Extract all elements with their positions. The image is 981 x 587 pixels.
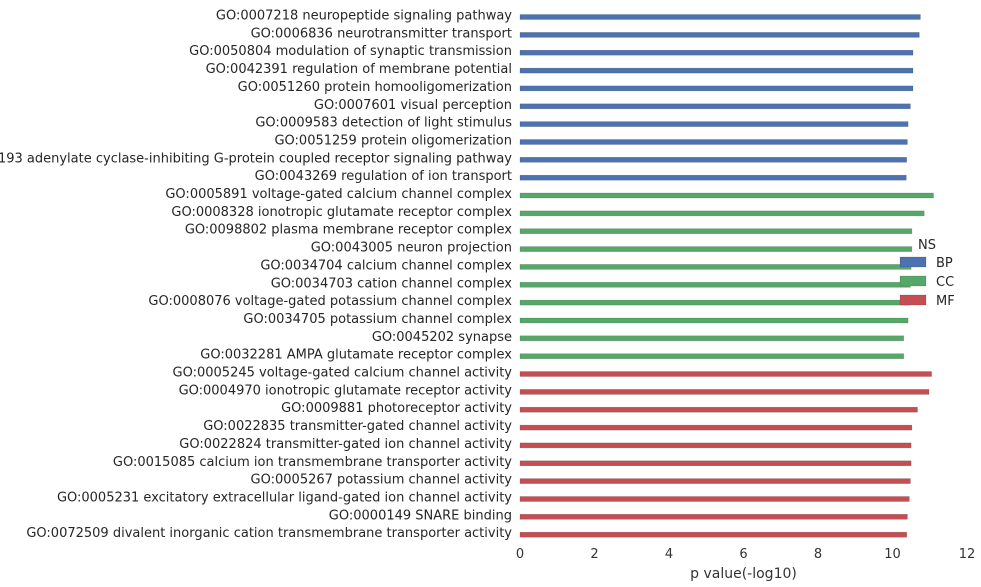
- category-label: GO:0006836 neurotransmitter transport: [251, 26, 512, 41]
- category-label: GO:0005267 potassium channel activity: [251, 473, 513, 488]
- legend-title: NS: [918, 238, 936, 253]
- category-label: GO:0032281 AMPA glutamate receptor compl…: [200, 348, 512, 363]
- legend: NS BP CC MF: [899, 238, 955, 309]
- category-labels: GO:0007218 neuropeptide signaling pathwa…: [0, 9, 512, 542]
- x-tick-label: 2: [590, 547, 598, 562]
- category-label: GO:0034704 calcium channel complex: [260, 258, 512, 273]
- category-label: GO:0015085 calcium ion transmembrane tra…: [113, 455, 512, 470]
- legend-swatch-mf: [899, 294, 927, 306]
- bar-bp: [519, 121, 909, 127]
- legend-label-bp: BP: [936, 256, 953, 271]
- bar-cc: [519, 246, 913, 252]
- category-label: GO:0005231 excitatory extracellular liga…: [57, 491, 512, 506]
- category-label: GO:0007218 neuropeptide signaling pathwa…: [216, 9, 512, 24]
- x-axis-title: p value(-log10): [690, 566, 797, 582]
- category-label: GO:0009881 photoreceptor activity: [281, 401, 512, 416]
- bar-bp: [519, 85, 914, 92]
- bar-mf: [519, 496, 910, 502]
- category-label: GO:0043269 regulation of ion transport: [255, 169, 512, 184]
- x-tick-label: 12: [959, 547, 976, 562]
- category-label: GO:0051260 protein homooligomerization: [238, 80, 512, 95]
- bars-layer: [519, 14, 934, 538]
- category-label: GO:0022835 transmitter-gated channel act…: [203, 419, 512, 434]
- category-label: GO:0042391 regulation of membrane potent…: [206, 62, 512, 77]
- category-label: GO:0098802 plasma membrane receptor comp…: [185, 223, 512, 238]
- bar-cc: [519, 353, 904, 359]
- category-label: GO:0008076 voltage-gated potassium chann…: [148, 294, 512, 309]
- category-label: GO:0022824 transmitter-gated ion channel…: [179, 437, 512, 452]
- bar-mf: [519, 531, 907, 538]
- bar-mf: [519, 424, 913, 431]
- x-tick-label: 8: [814, 547, 822, 562]
- category-label: GO:0043005 neuron projection: [311, 241, 512, 256]
- bar-bp: [519, 174, 907, 181]
- category-label: GO:0000149 SNARE binding: [329, 508, 512, 523]
- bar-mf: [519, 442, 912, 449]
- bar-bp: [519, 32, 920, 38]
- bar-cc: [519, 299, 911, 306]
- bar-mf: [519, 478, 911, 484]
- category-label: GO:0072509 divalent inorganic cation tra…: [26, 526, 512, 541]
- bar-mf: [519, 460, 912, 467]
- bar-cc: [519, 210, 925, 217]
- bar-bp: [519, 14, 921, 20]
- x-tick-label: 4: [665, 547, 673, 562]
- bar-bp: [519, 103, 911, 110]
- category-label: GO:0004970 ionotropic glutamate receptor…: [179, 383, 513, 398]
- bar-mf: [519, 371, 932, 377]
- category-label: GO:0005245 voltage-gated calcium channel…: [173, 366, 513, 381]
- bar-cc: [519, 192, 934, 199]
- bar-cc: [519, 335, 904, 342]
- x-tick-label: 6: [739, 547, 747, 562]
- bar-bp: [519, 157, 907, 163]
- category-label: GO:0051259 protein oligomerization: [274, 134, 512, 149]
- category-label: GO:0034705 potassium channel complex: [243, 312, 512, 327]
- category-label: GO:0007193 adenylate cyclase-inhibiting …: [0, 151, 512, 166]
- legend-label-cc: CC: [936, 275, 954, 290]
- x-tick-label: 0: [516, 547, 524, 562]
- bar-bp: [519, 139, 908, 145]
- category-label: GO:0050804 modulation of synaptic transm…: [189, 44, 512, 59]
- bar-mf: [519, 406, 918, 413]
- category-label: GO:0005891 voltage-gated calcium channel…: [165, 187, 512, 202]
- bar-mf: [519, 389, 930, 395]
- category-label: GO:0045202 synapse: [372, 330, 512, 345]
- legend-label-mf: MF: [936, 294, 955, 309]
- bar-cc: [519, 264, 912, 270]
- category-label: GO:0007601 visual perception: [314, 98, 512, 113]
- legend-swatch-bp: [899, 256, 927, 268]
- legend-swatch-cc: [899, 275, 927, 287]
- bar-mf: [519, 514, 908, 520]
- bar-bp: [519, 49, 914, 56]
- category-label: GO:0034703 cation channel complex: [271, 276, 513, 291]
- bar-bp: [519, 67, 914, 74]
- x-tick-label: 10: [884, 547, 901, 562]
- x-axis-ticks: 0 2 4 6 8 10 12: [516, 547, 975, 562]
- bar-cc: [519, 317, 909, 324]
- bar-cc: [519, 228, 913, 234]
- category-label: GO:0008328 ionotropic glutamate receptor…: [171, 205, 512, 220]
- category-label: GO:0009583 detection of light stimulus: [255, 116, 512, 131]
- bar-cc: [519, 282, 911, 288]
